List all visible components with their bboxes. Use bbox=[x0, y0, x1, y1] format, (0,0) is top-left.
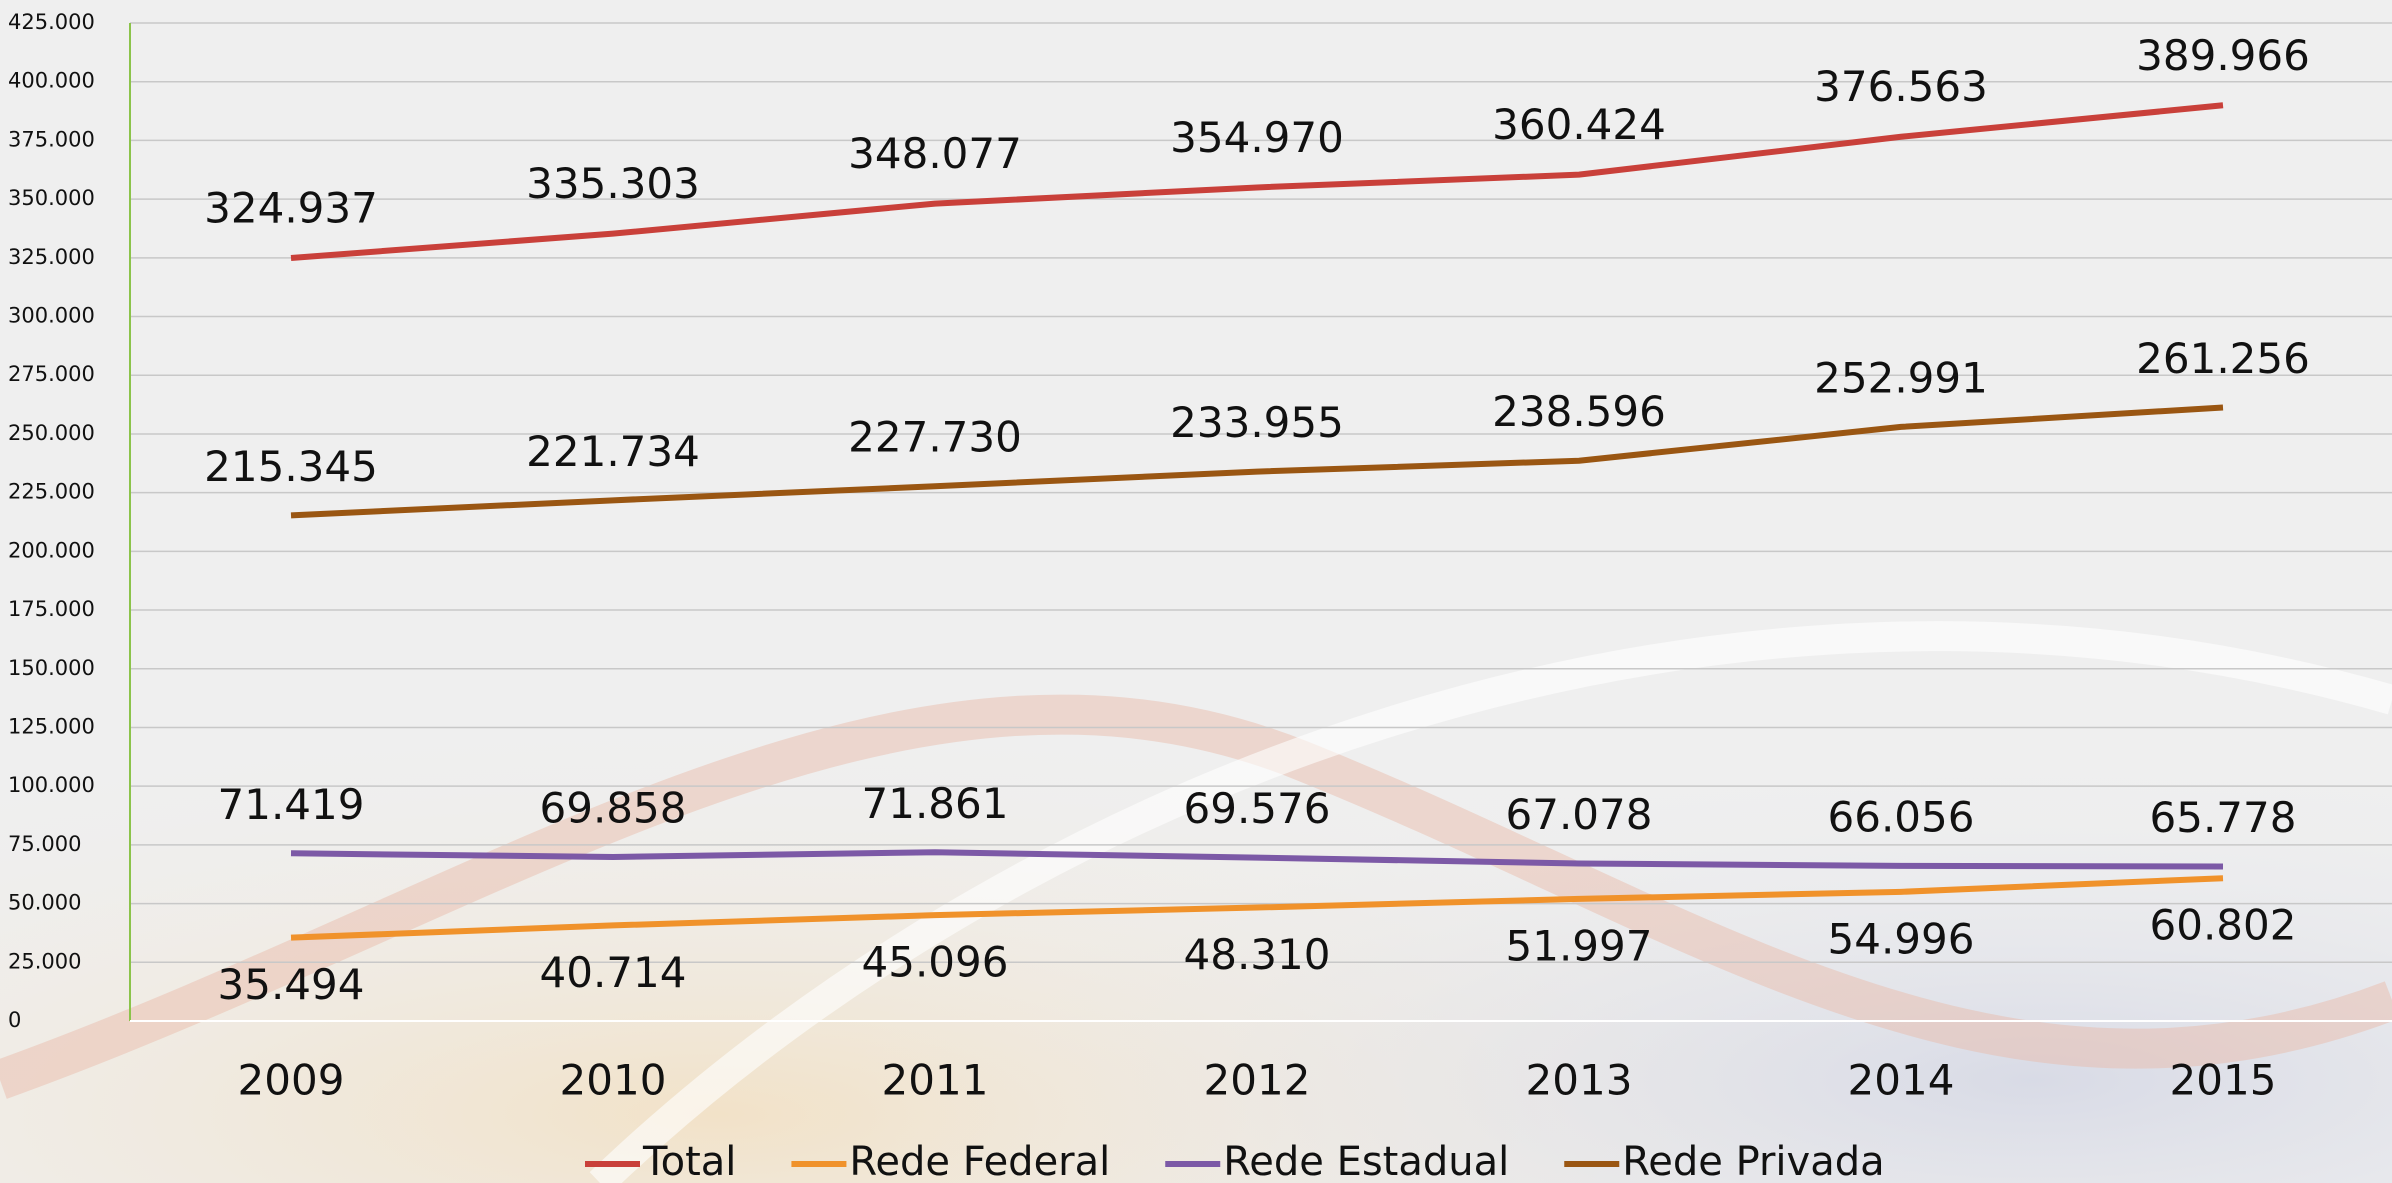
y-tick-label: 425.000 bbox=[8, 10, 95, 34]
background-swirl bbox=[0, 500, 2392, 1183]
page: {"chart_data": { "type": "line", "catego… bbox=[0, 0, 2392, 1183]
y-tick-label: 150.000 bbox=[8, 656, 95, 680]
y-tick-label: 350.000 bbox=[8, 186, 95, 210]
y-tick-label: 200.000 bbox=[8, 538, 95, 562]
data-label: 69.576 bbox=[1184, 784, 1331, 833]
y-tick-label: 0 bbox=[8, 1008, 21, 1032]
legend-label: Rede Federal bbox=[849, 1139, 1110, 1183]
y-tick-label: 325.000 bbox=[8, 245, 95, 269]
data-label: 215.345 bbox=[204, 442, 378, 491]
data-label: 227.730 bbox=[848, 413, 1022, 462]
data-label: 71.861 bbox=[862, 779, 1009, 828]
data-label: 324.937 bbox=[204, 183, 378, 232]
data-label: 60.802 bbox=[2150, 901, 2297, 950]
data-label: 348.077 bbox=[848, 129, 1022, 178]
data-label: 40.714 bbox=[540, 948, 687, 997]
y-tick-label: 250.000 bbox=[8, 421, 95, 445]
legend-label: Total bbox=[642, 1139, 736, 1183]
data-label: 67.078 bbox=[1506, 790, 1653, 839]
y-tick-label: 75.000 bbox=[8, 832, 81, 856]
data-label: 354.970 bbox=[1170, 113, 1344, 162]
y-tick-label: 300.000 bbox=[8, 304, 95, 328]
data-label: 360.424 bbox=[1492, 100, 1666, 149]
chart: 0 25.000 50.000 75.000 100.000 125.000 150.000… bbox=[0, 0, 2392, 1183]
y-tick-label: 275.000 bbox=[8, 362, 95, 386]
data-label: 48.310 bbox=[1184, 930, 1331, 979]
x-tick-label: 2012 bbox=[1204, 1056, 1311, 1105]
x-tick-label: 2009 bbox=[238, 1056, 345, 1105]
data-label: 233.955 bbox=[1170, 398, 1344, 447]
x-tick-label: 2014 bbox=[1848, 1056, 1955, 1105]
data-label: 51.997 bbox=[1506, 921, 1653, 970]
data-label: 35.494 bbox=[218, 960, 365, 1009]
data-label: 376.563 bbox=[1814, 62, 1988, 111]
data-label: 261.256 bbox=[2136, 334, 2310, 383]
legend-label: Rede Privada bbox=[1622, 1139, 1884, 1183]
data-label: 221.734 bbox=[526, 427, 700, 476]
data-label: 65.778 bbox=[2150, 793, 2297, 842]
y-tick-label: 25.000 bbox=[8, 949, 81, 973]
x-tick-label: 2010 bbox=[560, 1056, 667, 1105]
y-tick-label: 225.000 bbox=[8, 480, 95, 504]
y-tick-label: 375.000 bbox=[8, 127, 95, 151]
y-tick-label: 100.000 bbox=[8, 773, 95, 797]
data-label: 66.056 bbox=[1828, 792, 1975, 841]
y-tick-label: 175.000 bbox=[8, 597, 95, 621]
y-tick-label: 125.000 bbox=[8, 714, 95, 738]
data-label: 54.996 bbox=[1828, 914, 1975, 963]
data-label: 45.096 bbox=[862, 938, 1009, 987]
data-label: 389.966 bbox=[2136, 31, 2310, 80]
y-tick-label: 400.000 bbox=[8, 69, 95, 93]
data-label: 252.991 bbox=[1814, 353, 1988, 402]
data-label: 69.858 bbox=[540, 783, 687, 832]
y-tick-label: 50.000 bbox=[8, 891, 81, 915]
data-label: 71.419 bbox=[218, 780, 365, 829]
x-tick-label: 2013 bbox=[1526, 1056, 1633, 1105]
x-tick-label: 2011 bbox=[882, 1056, 989, 1105]
legend-label: Rede Estadual bbox=[1223, 1139, 1509, 1183]
data-label: 335.303 bbox=[526, 159, 700, 208]
data-label: 238.596 bbox=[1492, 387, 1666, 436]
x-tick-label: 2015 bbox=[2170, 1056, 2277, 1105]
